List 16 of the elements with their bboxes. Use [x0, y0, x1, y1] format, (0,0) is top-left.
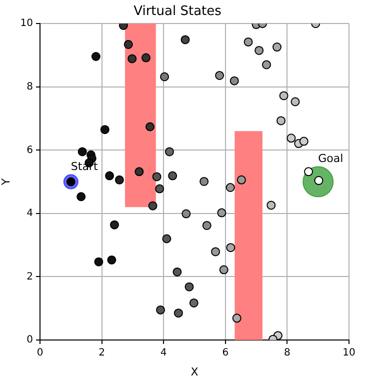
x-tick-label: 2 — [98, 348, 105, 359]
chart-title: Virtual States — [134, 4, 222, 20]
series-label: Goal — [318, 152, 344, 166]
x-tick-label: 0 — [36, 348, 44, 359]
y-tick-label: 4 — [26, 208, 33, 220]
y-tick-label: 0 — [26, 334, 33, 346]
x-axis-title: X — [190, 365, 199, 378]
y-tick-label: 8 — [26, 81, 33, 92]
x-tick-label: 10 — [342, 348, 356, 359]
y-axis-title: Y — [0, 178, 12, 186]
x-tick-label: 6 — [222, 348, 229, 359]
y-tick-label: 10 — [20, 18, 33, 30]
x-tick-label: 4 — [160, 348, 167, 359]
y-tick-label: 6 — [26, 144, 33, 156]
x-tick-label: 8 — [284, 348, 290, 359]
y-tick-label: 2 — [26, 271, 33, 282]
